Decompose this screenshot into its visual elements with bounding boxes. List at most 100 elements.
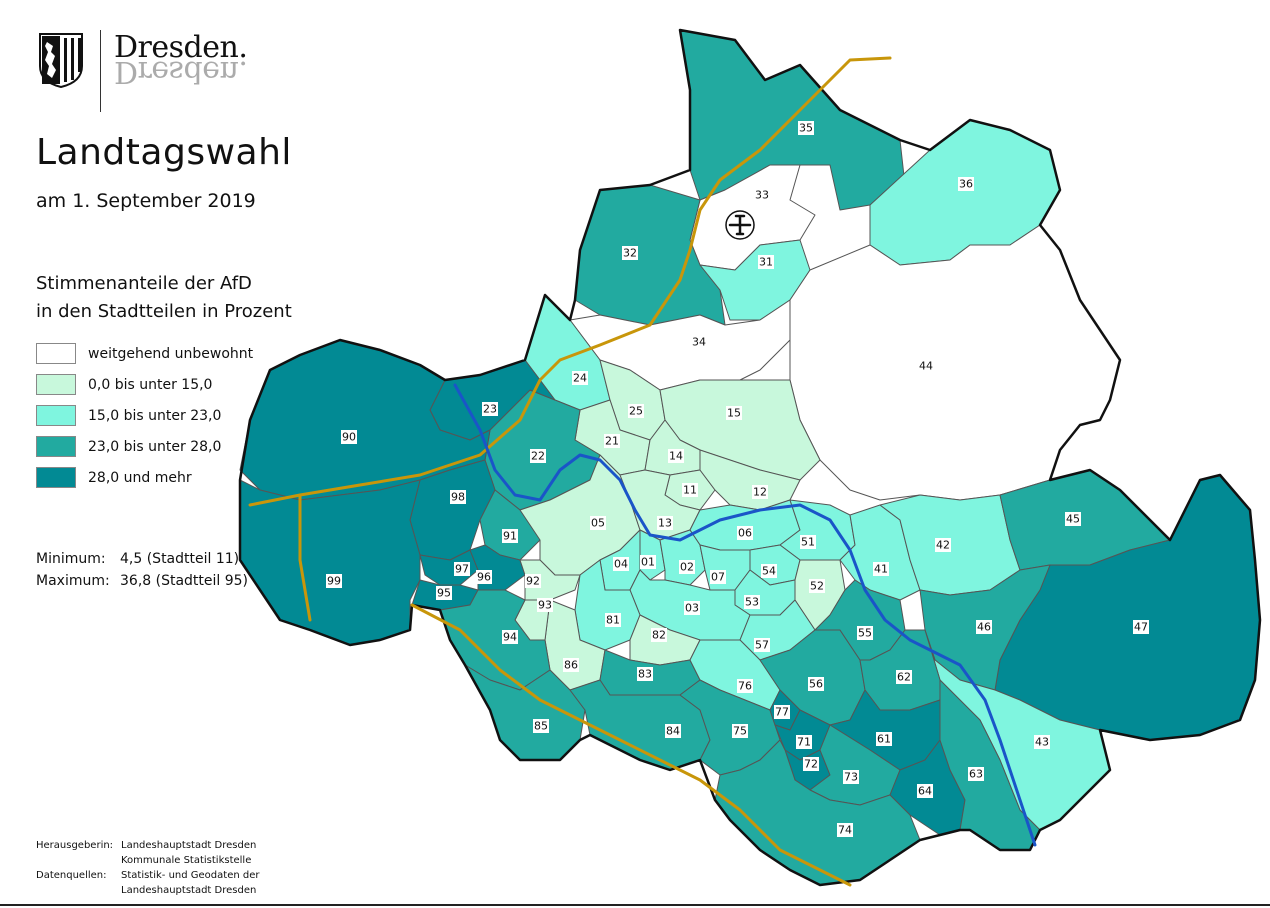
airplane-icon xyxy=(725,210,755,240)
district-label-03: 03 xyxy=(684,601,700,615)
svg-text:97: 97 xyxy=(455,563,469,576)
legend-item: weitgehend unbewohnt xyxy=(36,338,253,369)
svg-text:47: 47 xyxy=(1134,621,1148,634)
svg-text:94: 94 xyxy=(503,631,517,644)
district-label-92: 92 xyxy=(525,574,541,588)
district-label-36: 36 xyxy=(958,177,974,191)
district-label-54: 54 xyxy=(761,564,777,578)
bottom-rule xyxy=(0,904,1270,906)
district-label-82: 82 xyxy=(651,628,667,642)
sources-line2: Landeshauptstadt Dresden xyxy=(121,885,257,896)
svg-text:74: 74 xyxy=(838,824,852,837)
district-label-22: 22 xyxy=(530,449,546,463)
district-label-43: 43 xyxy=(1034,735,1050,749)
city-boundary xyxy=(238,28,1262,887)
svg-text:56: 56 xyxy=(809,678,823,691)
district-area xyxy=(419,549,479,586)
district-label-81: 81 xyxy=(605,613,621,627)
district-label-56: 56 xyxy=(808,677,824,691)
district-label-05: 05 xyxy=(590,516,606,530)
svg-text:99: 99 xyxy=(327,575,341,588)
district-label-53: 53 xyxy=(744,595,760,609)
svg-text:83: 83 xyxy=(638,668,652,681)
legend-item: 15,0 bis unter 23,0 xyxy=(36,400,253,431)
svg-text:54: 54 xyxy=(762,565,776,578)
district-label-73: 73 xyxy=(843,770,859,784)
svg-text:07: 07 xyxy=(711,571,725,584)
district-label-47: 47 xyxy=(1133,620,1149,634)
svg-text:33: 33 xyxy=(755,189,769,202)
svg-text:52: 52 xyxy=(810,580,824,593)
svg-text:13: 13 xyxy=(658,517,672,530)
legend-title-line2: in den Stadtteilen in Prozent xyxy=(36,301,292,322)
district-label-31: 31 xyxy=(758,255,774,269)
district-label-25: 25 xyxy=(628,404,644,418)
dresden-logo: Dresden. Dresden. xyxy=(36,30,248,114)
district-label-83: 83 xyxy=(637,667,653,681)
svg-text:91: 91 xyxy=(503,530,517,543)
legend-item: 23,0 bis unter 28,0 xyxy=(36,431,253,462)
district-label-84: 84 xyxy=(665,724,681,738)
svg-text:31: 31 xyxy=(759,256,773,269)
river-elbe xyxy=(453,383,1037,847)
svg-text:02: 02 xyxy=(680,561,694,574)
coat-of-arms-icon xyxy=(39,33,83,88)
svg-text:43: 43 xyxy=(1035,736,1049,749)
district-label-77: 77 xyxy=(774,705,790,719)
svg-text:84: 84 xyxy=(666,725,680,738)
svg-text:46: 46 xyxy=(977,621,991,634)
svg-text:35: 35 xyxy=(799,122,813,135)
district-label-86: 86 xyxy=(563,658,579,672)
svg-text:12: 12 xyxy=(753,486,767,499)
legend-swatch xyxy=(36,467,76,488)
sources-line1: Statistik- und Geodaten der xyxy=(121,870,260,881)
svg-text:93: 93 xyxy=(538,599,552,612)
legend-swatch xyxy=(36,405,76,426)
district-label-62: 62 xyxy=(896,670,912,684)
district-area xyxy=(239,479,421,646)
district-label-01: 01 xyxy=(640,555,656,569)
legend-swatch xyxy=(36,374,76,395)
svg-text:22: 22 xyxy=(531,450,545,463)
svg-text:25: 25 xyxy=(629,405,643,418)
district-label-52: 52 xyxy=(809,579,825,593)
legend-item: 28,0 und mehr xyxy=(36,462,253,493)
district-label-76: 76 xyxy=(737,679,753,693)
district-label-90: 90 xyxy=(341,430,357,444)
highway-line xyxy=(410,603,852,887)
district-label-24: 24 xyxy=(572,371,588,385)
svg-text:42: 42 xyxy=(936,539,950,552)
district-label-61: 61 xyxy=(876,732,892,746)
legend-item: 0,0 bis unter 15,0 xyxy=(36,369,253,400)
svg-text:98: 98 xyxy=(451,491,465,504)
svg-text:34: 34 xyxy=(692,336,706,349)
district-label-34: 34 xyxy=(692,336,706,349)
svg-text:63: 63 xyxy=(969,768,983,781)
svg-text:95: 95 xyxy=(437,587,451,600)
district-label-97: 97 xyxy=(454,562,470,576)
svg-text:81: 81 xyxy=(606,614,620,627)
district-label-57: 57 xyxy=(754,638,770,652)
min-max-stats: Minimum: 4,5 (Stadtteil 11) Maximum: 36,… xyxy=(36,548,248,592)
svg-text:71: 71 xyxy=(797,736,811,749)
district-label-06: 06 xyxy=(737,526,753,540)
maximum-label: Maximum: xyxy=(36,573,110,589)
district-area xyxy=(814,579,906,661)
district-label-35: 35 xyxy=(798,121,814,135)
svg-text:77: 77 xyxy=(775,706,789,719)
svg-text:76: 76 xyxy=(738,680,752,693)
legend-label: 0,0 bis unter 15,0 xyxy=(88,376,213,393)
legend-label: 28,0 und mehr xyxy=(88,469,192,486)
legend-title-line1: Stimmenanteile der AfD xyxy=(36,273,252,294)
logo-wordmark: Dresden. xyxy=(114,30,248,65)
district-label-42: 42 xyxy=(935,538,951,552)
legend-label: 23,0 bis unter 28,0 xyxy=(88,438,222,455)
district-label-33: 33 xyxy=(754,188,770,202)
district-label-45: 45 xyxy=(1065,512,1081,526)
svg-text:85: 85 xyxy=(534,720,548,733)
svg-text:03: 03 xyxy=(685,602,699,615)
district-label-15: 15 xyxy=(726,406,742,420)
district-label-46: 46 xyxy=(976,620,992,634)
svg-text:15: 15 xyxy=(727,407,741,420)
